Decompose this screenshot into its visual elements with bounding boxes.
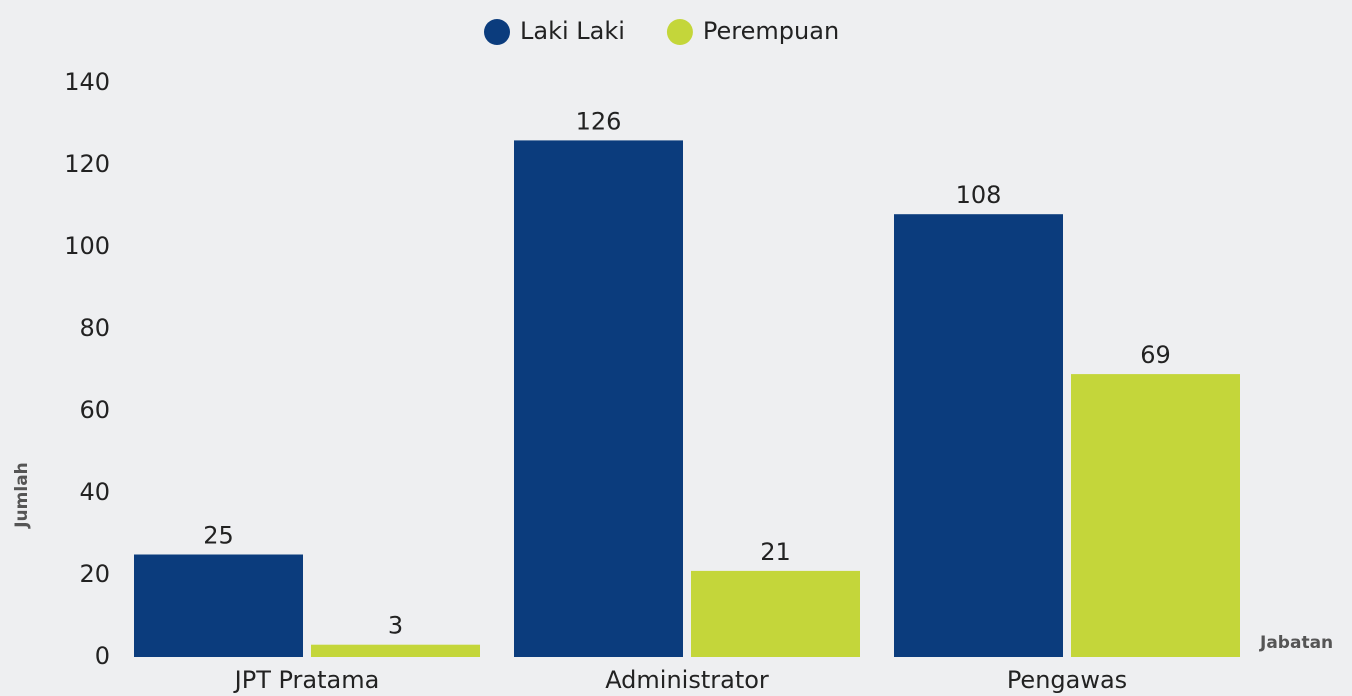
y-tick-label: 100: [64, 232, 110, 260]
y-tick-label: 20: [79, 560, 110, 588]
y-tick-label: 0: [95, 642, 110, 670]
data-label: 108: [956, 181, 1002, 209]
data-label: 3: [388, 612, 403, 640]
bar: [1071, 374, 1240, 657]
y-axis-title: Jumlah: [12, 462, 32, 529]
x-tick-label: Administrator: [605, 666, 769, 694]
x-axis-title: Jabatan: [1259, 633, 1333, 653]
y-tick-label: 140: [64, 68, 110, 96]
x-tick-label: JPT Pratama: [233, 666, 380, 694]
legend-label: Perempuan: [703, 17, 839, 45]
data-label: 21: [760, 538, 791, 566]
legend-marker: [666, 19, 693, 45]
y-tick-label: 60: [79, 396, 110, 424]
data-label: 126: [576, 107, 622, 135]
y-tick-label: 40: [79, 478, 110, 506]
x-tick-label: Pengawas: [1007, 666, 1127, 694]
data-label: 25: [203, 522, 234, 550]
legend-label: Laki Laki: [520, 17, 625, 45]
y-tick-label: 80: [79, 314, 110, 342]
bar: [311, 644, 480, 657]
bar: [894, 214, 1063, 657]
legend-marker: [484, 19, 510, 45]
bar: [514, 140, 683, 657]
data-label: 69: [1140, 341, 1171, 369]
bar: [691, 570, 860, 657]
y-tick-label: 120: [64, 150, 110, 178]
bar: [134, 554, 303, 657]
